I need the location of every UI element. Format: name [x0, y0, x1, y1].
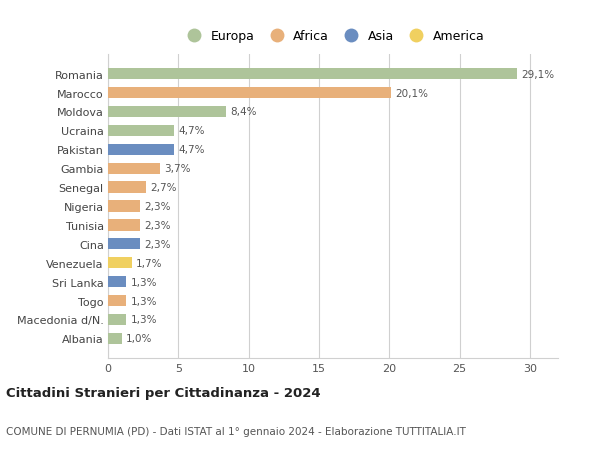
- Text: 3,7%: 3,7%: [164, 164, 191, 174]
- Text: 1,0%: 1,0%: [126, 334, 152, 344]
- Bar: [108, 69, 517, 80]
- Text: COMUNE DI PERNUMIA (PD) - Dati ISTAT al 1° gennaio 2024 - Elaborazione TUTTITALI: COMUNE DI PERNUMIA (PD) - Dati ISTAT al …: [6, 426, 466, 436]
- Text: 4,7%: 4,7%: [178, 126, 205, 136]
- Bar: [108, 295, 126, 307]
- Bar: [108, 88, 391, 99]
- Text: 29,1%: 29,1%: [521, 69, 554, 79]
- Text: 4,7%: 4,7%: [178, 145, 205, 155]
- Bar: [108, 144, 174, 156]
- Bar: [108, 333, 122, 344]
- Bar: [108, 125, 174, 137]
- Text: 8,4%: 8,4%: [230, 107, 257, 117]
- Text: 2,3%: 2,3%: [145, 202, 171, 212]
- Bar: [108, 163, 160, 174]
- Text: 1,3%: 1,3%: [131, 315, 157, 325]
- Bar: [108, 257, 132, 269]
- Text: 2,7%: 2,7%: [150, 183, 176, 193]
- Text: 1,7%: 1,7%: [136, 258, 163, 268]
- Bar: [108, 220, 140, 231]
- Text: Cittadini Stranieri per Cittadinanza - 2024: Cittadini Stranieri per Cittadinanza - 2…: [6, 386, 320, 399]
- Legend: Europa, Africa, Asia, America: Europa, Africa, Asia, America: [182, 30, 484, 43]
- Bar: [108, 276, 126, 288]
- Bar: [108, 314, 126, 325]
- Text: 20,1%: 20,1%: [395, 89, 428, 98]
- Bar: [108, 201, 140, 212]
- Text: 2,3%: 2,3%: [145, 220, 171, 230]
- Text: 1,3%: 1,3%: [131, 296, 157, 306]
- Text: 2,3%: 2,3%: [145, 239, 171, 249]
- Bar: [108, 239, 140, 250]
- Bar: [108, 182, 146, 193]
- Text: 1,3%: 1,3%: [131, 277, 157, 287]
- Bar: [108, 106, 226, 118]
